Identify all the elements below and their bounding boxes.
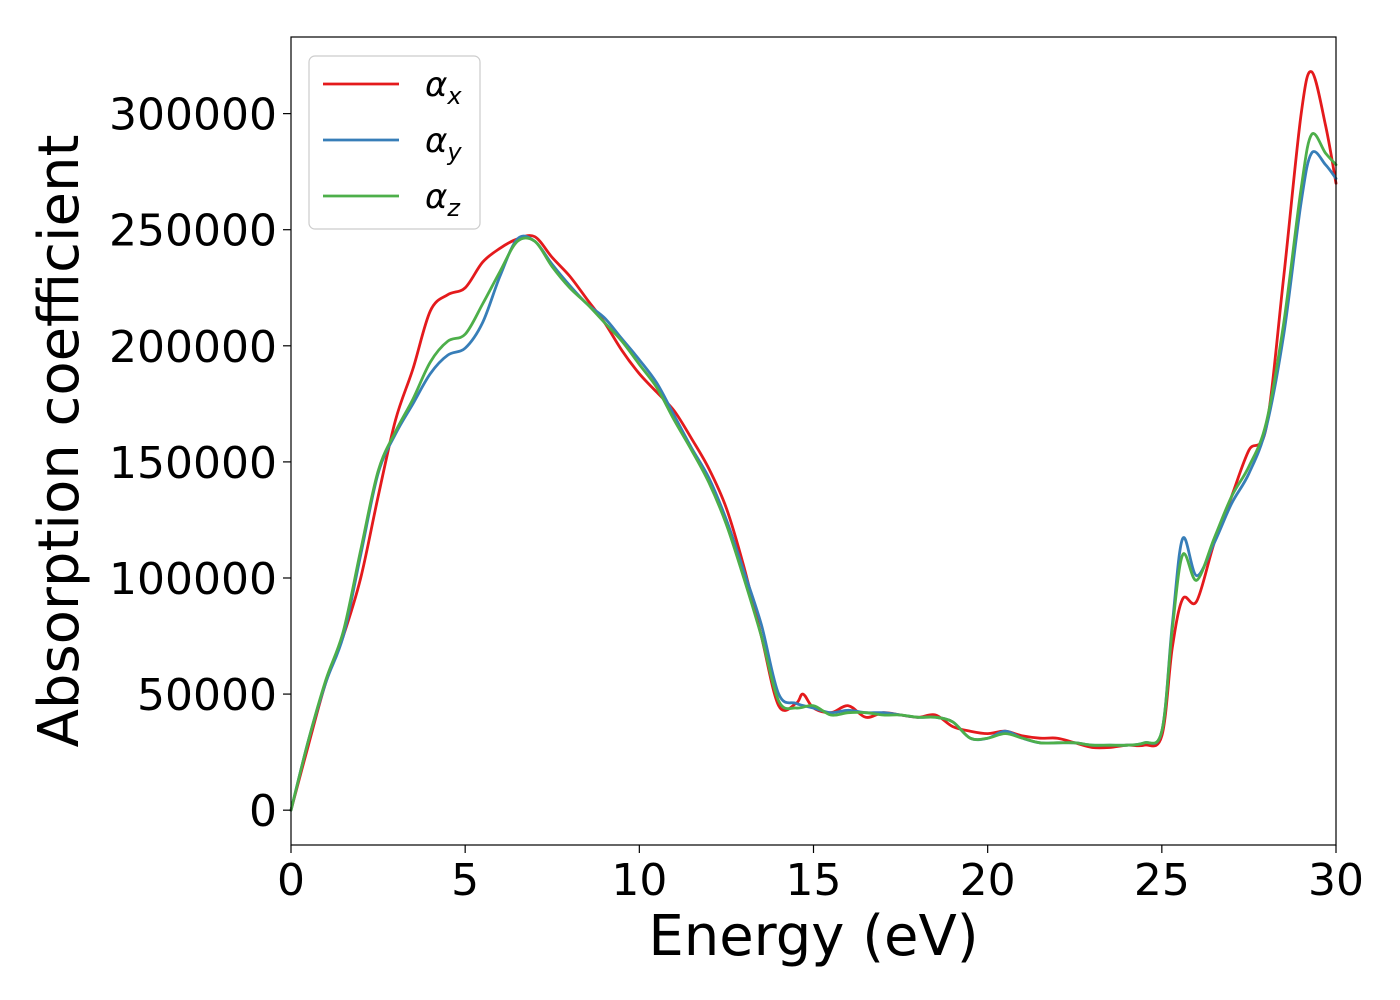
legend-label-subscript: x bbox=[446, 82, 462, 110]
x-tick-label: 20 bbox=[960, 855, 1016, 906]
y-tick-label: 50000 bbox=[137, 670, 277, 721]
y-tick-label: 200000 bbox=[109, 322, 277, 373]
x-tick-label: 0 bbox=[277, 855, 305, 906]
x-tick-label: 25 bbox=[1134, 855, 1190, 906]
series-layer bbox=[289, 70, 1338, 812]
x-tick-label: 30 bbox=[1308, 855, 1364, 906]
legend-label-symbol: α bbox=[425, 121, 447, 161]
series-line-z bbox=[289, 132, 1338, 812]
x-tick-label: 10 bbox=[611, 855, 667, 906]
y-axis-label: Absorption coefficient bbox=[27, 135, 92, 748]
x-axis-label: Energy (eV) bbox=[648, 904, 978, 969]
legend-label-subscript: z bbox=[446, 194, 461, 222]
legend-label-y: αy bbox=[425, 121, 462, 166]
legend-label-symbol: α bbox=[425, 177, 447, 217]
legend-label-x: αx bbox=[425, 65, 462, 110]
legend-box bbox=[308, 55, 481, 230]
legend-label-symbol: α bbox=[425, 65, 447, 105]
x-tick-label: 5 bbox=[451, 855, 479, 906]
series-line-y bbox=[289, 150, 1338, 812]
y-tick-label: 150000 bbox=[109, 438, 277, 489]
y-tick-label: 0 bbox=[249, 786, 277, 837]
x-tick-label: 15 bbox=[786, 855, 842, 906]
plot-frame bbox=[290, 36, 1337, 846]
legend-label-subscript: y bbox=[446, 138, 462, 166]
legend-label-z: αz bbox=[425, 177, 461, 222]
y-tick-label: 100000 bbox=[109, 554, 277, 605]
y-tick-label: 250000 bbox=[109, 206, 277, 257]
ticks-layer: 0 5 10 15 20 25 30 0 50000 100000 150000 200000 2500… bbox=[109, 90, 1364, 906]
y-tick-label: 300000 bbox=[109, 90, 277, 141]
